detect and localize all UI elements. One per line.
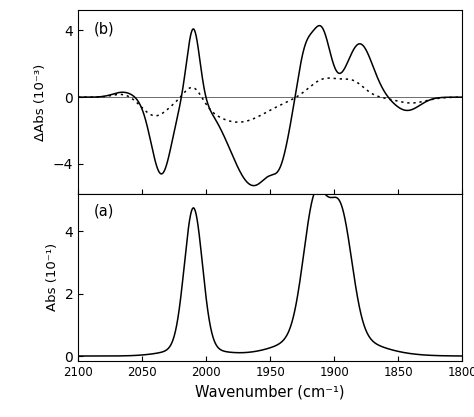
Text: (a): (a)	[93, 204, 114, 219]
X-axis label: Wavenumber (cm⁻¹): Wavenumber (cm⁻¹)	[195, 384, 345, 399]
Text: (b): (b)	[93, 21, 114, 36]
Y-axis label: ΔAbs (10⁻³): ΔAbs (10⁻³)	[35, 63, 47, 141]
Y-axis label: Abs (10⁻¹): Abs (10⁻¹)	[46, 243, 59, 311]
